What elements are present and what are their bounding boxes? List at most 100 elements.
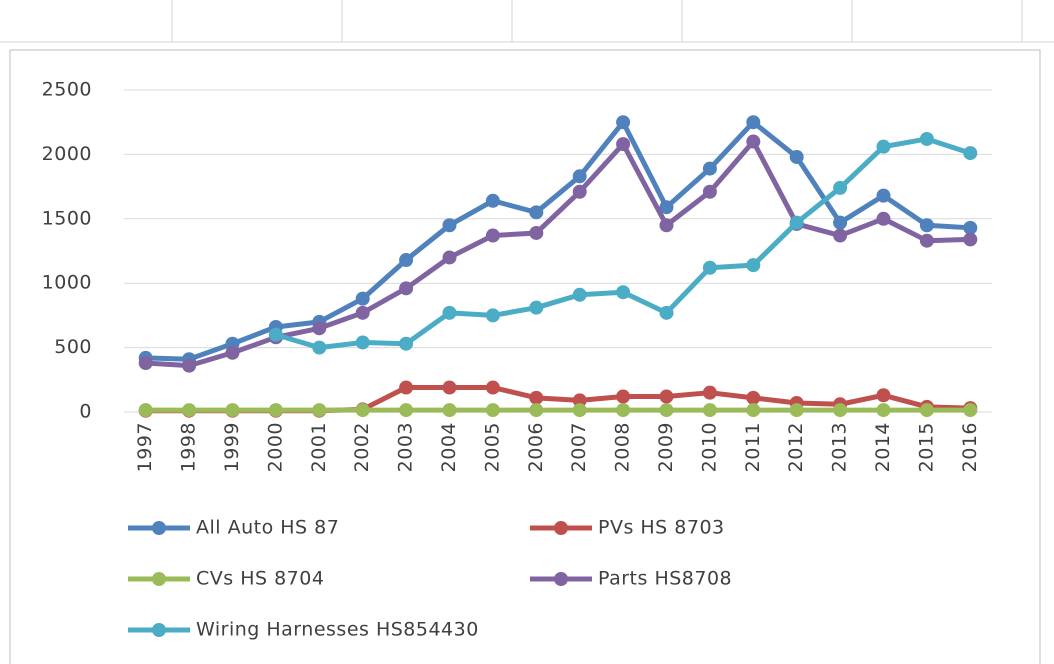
y-tick-label: 1000 xyxy=(42,272,92,294)
point xyxy=(312,340,327,355)
point xyxy=(876,403,891,418)
legend-label: All Auto HS 87 xyxy=(196,517,339,539)
point xyxy=(572,169,587,184)
point xyxy=(702,260,717,275)
legend-marker xyxy=(152,521,166,535)
y-tick-label: 500 xyxy=(54,336,92,358)
point xyxy=(702,184,717,199)
point xyxy=(572,403,587,418)
y-tick-label: 2000 xyxy=(42,143,92,165)
legend-label: PVs HS 8703 xyxy=(598,517,725,539)
point xyxy=(399,336,414,351)
point xyxy=(572,393,587,408)
point xyxy=(659,218,674,233)
point xyxy=(616,403,631,418)
x-tick-label: 2009 xyxy=(655,422,677,472)
point xyxy=(442,403,457,418)
point xyxy=(616,389,631,404)
point xyxy=(442,250,457,265)
point xyxy=(876,139,891,154)
x-tick-label: 2013 xyxy=(829,422,851,472)
point xyxy=(746,403,761,418)
legend-marker xyxy=(554,521,568,535)
point xyxy=(659,403,674,418)
point xyxy=(355,403,370,418)
x-tick-label: 2000 xyxy=(264,422,286,472)
point xyxy=(963,146,978,161)
point xyxy=(833,228,848,243)
point xyxy=(919,403,934,418)
point xyxy=(485,403,500,418)
x-tick-label: 2005 xyxy=(481,422,503,472)
point xyxy=(616,137,631,152)
x-tick-label: 2014 xyxy=(872,422,894,472)
sheet-grid xyxy=(0,0,1054,43)
point xyxy=(485,193,500,208)
series-line xyxy=(145,119,971,362)
point xyxy=(355,291,370,306)
x-tick-label: 1999 xyxy=(221,422,243,472)
point xyxy=(702,385,717,400)
point xyxy=(572,184,587,199)
point xyxy=(963,232,978,247)
point xyxy=(746,258,761,273)
point xyxy=(485,308,500,323)
point xyxy=(702,161,717,176)
point xyxy=(746,390,761,405)
point xyxy=(268,327,283,342)
x-tick-label: 2008 xyxy=(612,422,634,472)
point xyxy=(919,233,934,248)
point xyxy=(399,253,414,268)
x-tick-label: 2001 xyxy=(308,422,330,472)
point xyxy=(485,380,500,395)
point xyxy=(355,305,370,320)
legend-marker xyxy=(152,623,166,637)
x-tick-label: 2004 xyxy=(438,422,460,472)
point xyxy=(572,287,587,302)
point xyxy=(833,215,848,230)
point xyxy=(312,321,327,336)
point xyxy=(268,403,283,418)
point xyxy=(355,335,370,350)
point xyxy=(182,358,197,373)
x-tick-label: 1997 xyxy=(134,422,156,472)
point xyxy=(963,220,978,235)
point xyxy=(138,403,153,418)
point xyxy=(746,134,761,149)
point xyxy=(833,180,848,195)
x-tick-label: 2011 xyxy=(742,422,764,472)
point xyxy=(529,205,544,220)
legend-label: Parts HS8708 xyxy=(598,568,732,590)
point xyxy=(399,380,414,395)
point xyxy=(789,149,804,164)
legend-label: Wiring Harnesses HS854430 xyxy=(196,619,479,641)
point xyxy=(225,403,240,418)
legend-label: CVs HS 8704 xyxy=(196,568,324,590)
point xyxy=(789,215,804,230)
point xyxy=(876,388,891,403)
legend-marker xyxy=(152,572,166,586)
point xyxy=(225,345,240,360)
point xyxy=(833,403,848,418)
legend-marker xyxy=(554,572,568,586)
x-tick-label: 2010 xyxy=(698,422,720,472)
point xyxy=(182,403,197,418)
point xyxy=(529,403,544,418)
y-tick-label: 2500 xyxy=(42,79,92,101)
point xyxy=(442,218,457,233)
point xyxy=(876,188,891,203)
point xyxy=(963,403,978,418)
x-tick-label: 2015 xyxy=(915,422,937,472)
x-tick-label: 2007 xyxy=(568,422,590,472)
point xyxy=(659,389,674,404)
x-tick-label: 2002 xyxy=(351,422,373,472)
point xyxy=(746,115,761,130)
point xyxy=(399,281,414,296)
point xyxy=(659,200,674,215)
point xyxy=(138,356,153,371)
point xyxy=(789,403,804,418)
x-tick-label: 1998 xyxy=(178,422,200,472)
y-tick-label: 1500 xyxy=(42,207,92,229)
